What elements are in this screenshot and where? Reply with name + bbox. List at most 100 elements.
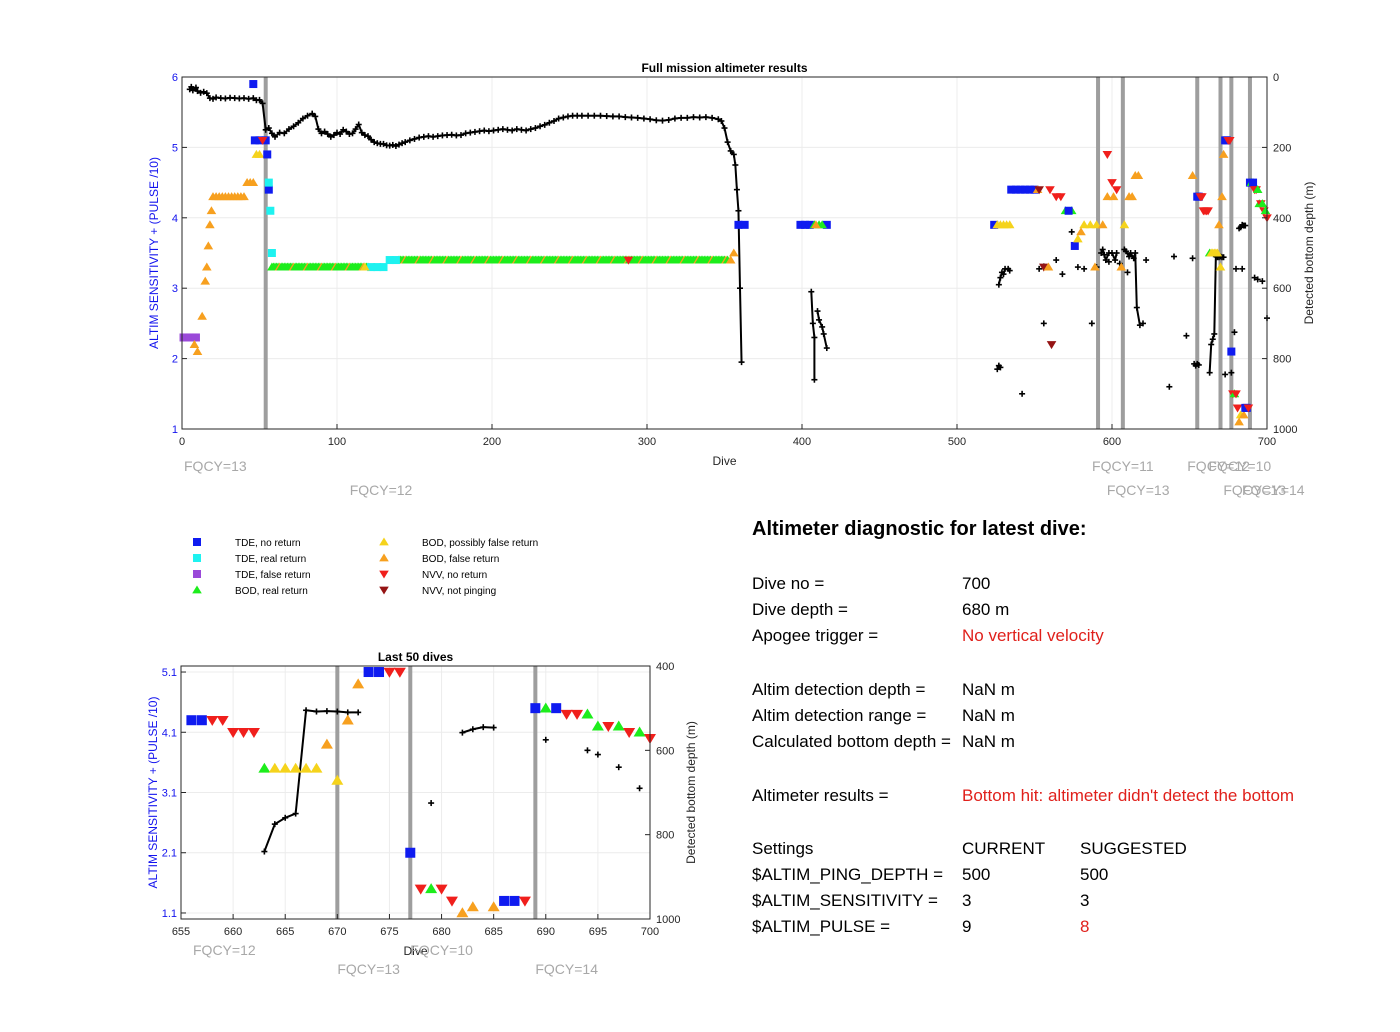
marker-nvv-not-pinging (1034, 186, 1044, 195)
marker-tde-real-return (193, 554, 201, 562)
marker-bod-false-return (487, 901, 500, 912)
x-axis-label: Dive (403, 944, 427, 958)
marker-tde-real-return (264, 178, 273, 187)
x-axis-label: Dive (712, 454, 736, 468)
marker-tde-no-return (261, 136, 270, 145)
marker-bod-false-return (379, 553, 389, 562)
marker-bod-false-return (320, 738, 333, 749)
depth-point (318, 130, 325, 137)
marker-tde-no-return (193, 538, 201, 546)
marker-tde-false-return (193, 570, 201, 578)
depth-point (262, 126, 269, 133)
depth-point (603, 113, 610, 120)
depth-point (718, 118, 725, 124)
y-tick-label: 2 (172, 354, 178, 366)
marker-bod-possibly-false (1215, 262, 1226, 271)
depth-point (628, 114, 635, 121)
marker-bod-false-return (197, 311, 207, 320)
depth-point (303, 707, 310, 714)
y2-tick-label: 800 (656, 830, 674, 842)
depth-point (272, 133, 278, 140)
marker-tde-no-return (264, 185, 273, 194)
depth-point (1211, 330, 1218, 337)
marker-bod-possibly-false (1079, 220, 1089, 229)
x-tick-label: 675 (380, 926, 398, 938)
sensitivity-suggested: 3 (1080, 891, 1090, 910)
depth-point (1036, 265, 1043, 272)
depth-point (389, 141, 396, 148)
marker-bod-real-return (425, 883, 438, 894)
depth-point (1059, 271, 1066, 278)
marker-bod-false-return (1102, 192, 1113, 201)
y-tick-label: 2.1 (162, 848, 177, 860)
depth-point (640, 115, 647, 122)
depth-point (1053, 257, 1060, 264)
marker-bod-possibly-false (300, 762, 313, 773)
legend-label-tde-false-return: TDE, false return (235, 570, 311, 581)
depth-point (820, 330, 827, 337)
depth-point (594, 751, 601, 758)
depth-point (1019, 390, 1026, 397)
diagnostic-title: Altimeter diagnostic for latest dive: (752, 518, 1087, 540)
marker-nvv-no-return (1102, 151, 1113, 159)
marker-tde-no-return (405, 847, 416, 858)
depth-point (523, 127, 530, 134)
depth-point (428, 800, 435, 807)
depth-point (1208, 341, 1215, 348)
y-tick-label: 1 (172, 424, 178, 436)
depth-point (1040, 320, 1047, 327)
marker-tde-no-return (1025, 185, 1034, 194)
marker-bod-real-return (1260, 206, 1271, 215)
marker-bod-false-return (1043, 262, 1054, 271)
depth-trace (263, 709, 359, 852)
marker-bod-false-return (206, 206, 217, 215)
depth-point (1122, 248, 1129, 255)
marker-tde-no-return (509, 895, 520, 906)
y2-tick-label: 800 (1273, 354, 1291, 366)
depth-point (315, 126, 322, 133)
marker-nvv-no-return (518, 896, 531, 907)
depth-point (1189, 255, 1196, 262)
depth-point (616, 113, 623, 120)
marker-bod-false-return (200, 276, 211, 285)
depth-point (402, 139, 409, 146)
marker-bod-possibly-false (1085, 220, 1096, 229)
marker-bod-false-return (1133, 171, 1144, 179)
marker-bod-false-return (725, 255, 736, 264)
marker-bod-real-return (591, 720, 604, 731)
marker-tde-no-return (263, 150, 272, 159)
y2-tick-label: 600 (656, 745, 674, 757)
marker-bod-real-return (612, 720, 625, 731)
marker-tde-no-return (740, 220, 749, 229)
depth-point (299, 115, 306, 122)
fqcy-label: FQCY=12 (193, 942, 256, 958)
depth-point (738, 359, 745, 366)
dive-no-label: Dive no = (752, 574, 825, 593)
depth-point (715, 116, 722, 123)
altim-detection-depth-label: Altim detection depth = (752, 680, 926, 699)
depth-point (1126, 253, 1133, 260)
marker-nvv-no-return (1203, 207, 1213, 216)
marker-bod-possibly-false (379, 537, 389, 546)
depth-point (997, 274, 1004, 281)
depth-point (1228, 369, 1235, 376)
depth-point (811, 376, 818, 383)
marker-bod-real-return (539, 702, 552, 713)
depth-point (285, 126, 292, 133)
marker-bod-real-return (192, 585, 202, 594)
depth-point (1195, 361, 1202, 368)
depth-point (295, 119, 302, 126)
depth-point (1102, 257, 1109, 264)
depth-point (1209, 336, 1216, 343)
depth-point (340, 126, 347, 133)
depth-point (542, 736, 549, 743)
depth-point (1166, 383, 1173, 390)
depth-point (490, 724, 497, 731)
marker-nvv-no-return (206, 715, 219, 726)
depth-point (203, 90, 210, 97)
depth-point (261, 848, 268, 855)
marker-bod-possibly-false (331, 774, 344, 785)
marker-tde-no-return (796, 220, 805, 229)
depth-point (653, 117, 660, 124)
depth-point (459, 729, 466, 736)
